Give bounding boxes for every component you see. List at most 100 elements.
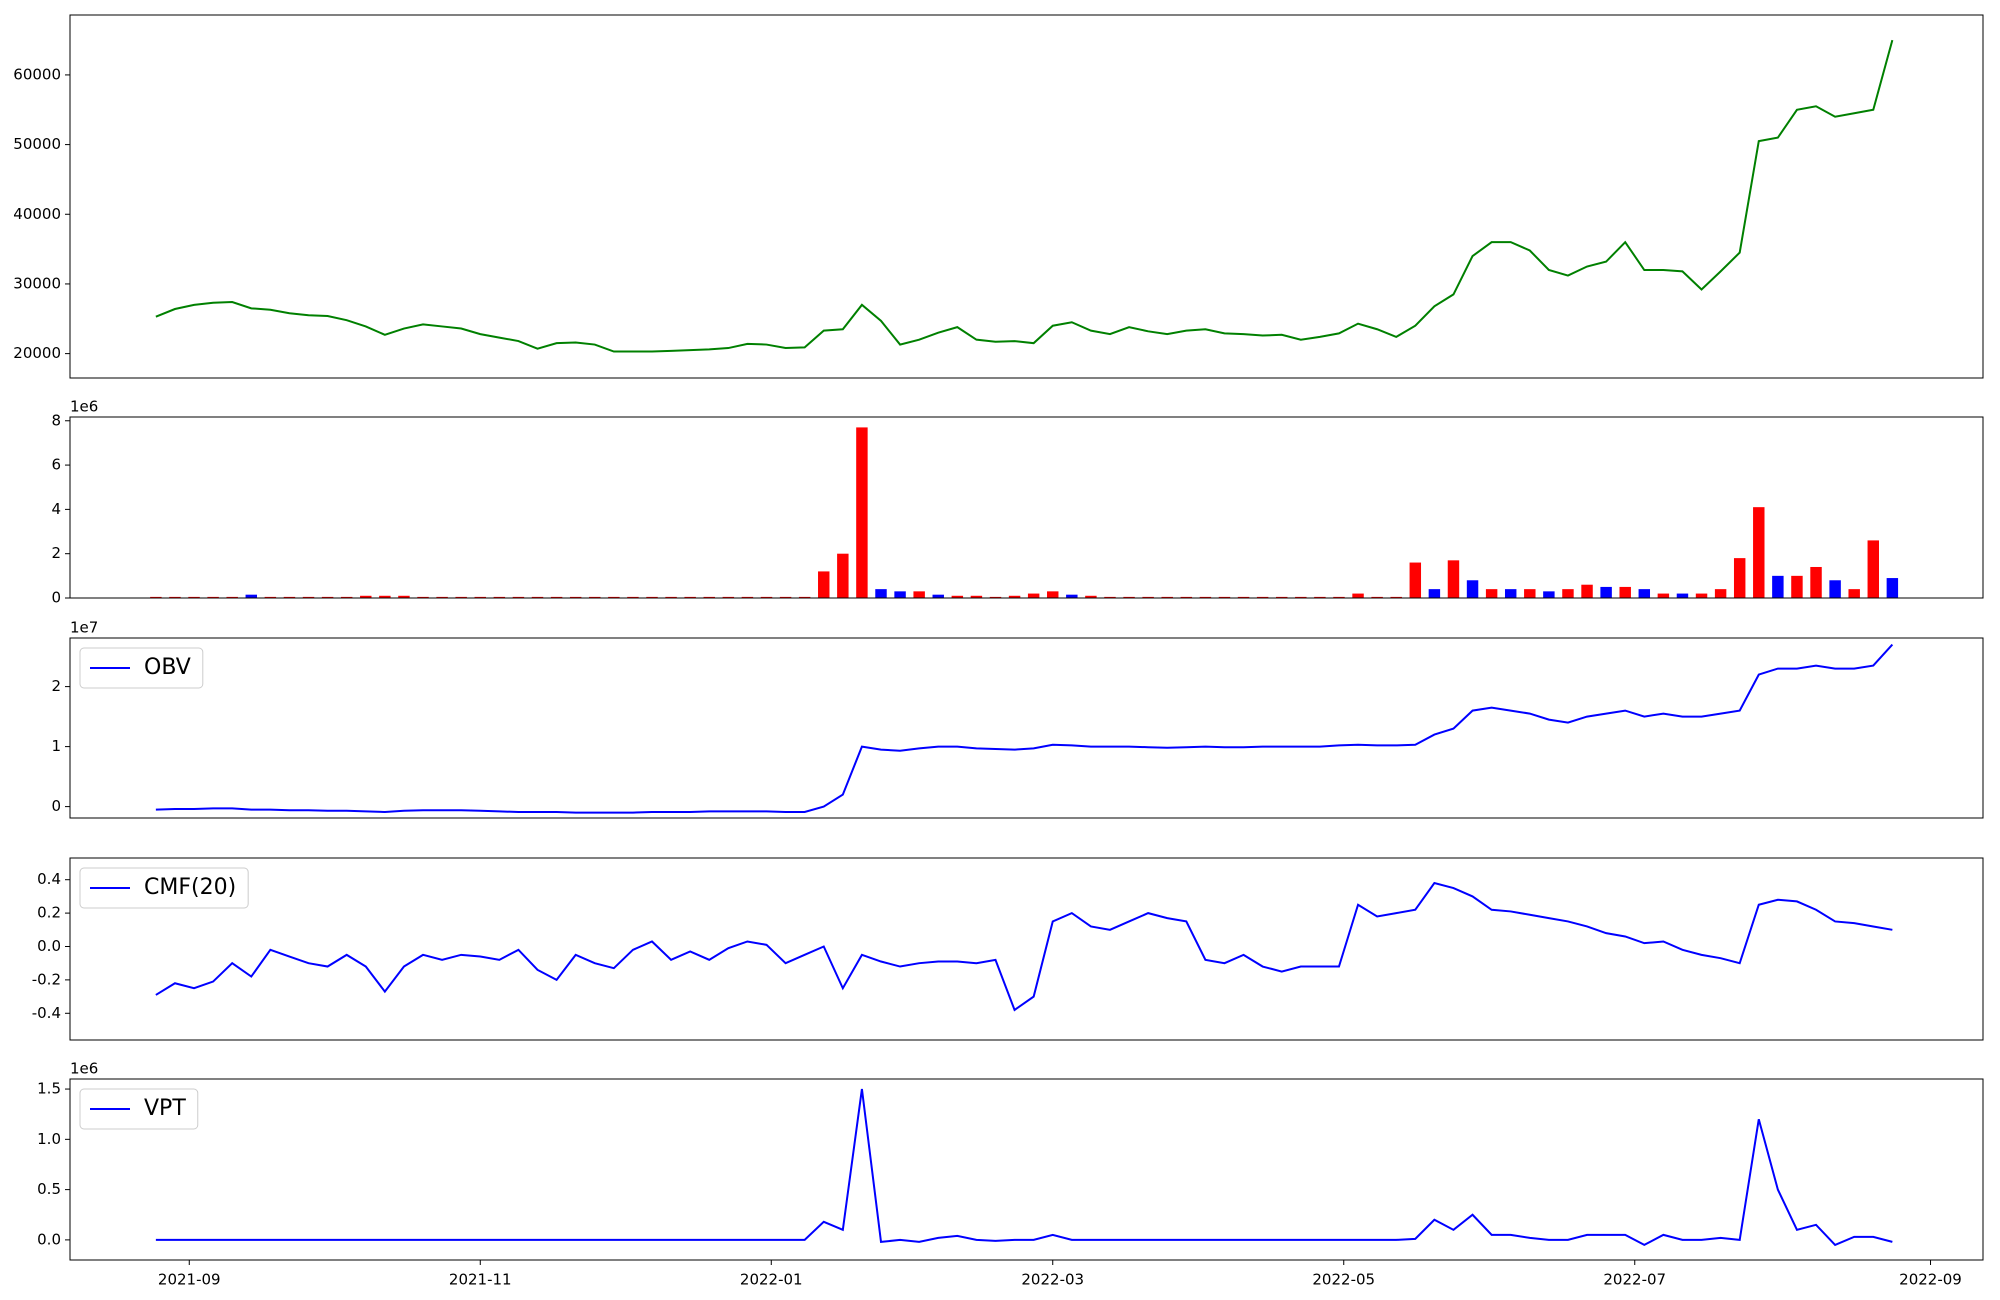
volume-bar (302, 596, 315, 598)
y-tick-label: 2 (51, 677, 61, 695)
axes-frame (69, 416, 1984, 599)
volume-bar (1409, 562, 1422, 598)
volume-bar (1772, 575, 1784, 598)
volume-bar (894, 591, 906, 598)
volume-bar (1027, 593, 1040, 598)
y-tick-label: 30000 (13, 274, 61, 292)
volume-bar (1314, 596, 1326, 598)
volume-bar (169, 596, 181, 598)
volume-bar (493, 596, 506, 598)
y-tick-label: 60000 (13, 65, 61, 83)
y-tick-label: 2 (51, 544, 61, 562)
y-tick-label: 0.2 (37, 904, 61, 922)
volume-bar (913, 591, 925, 598)
x-tick-label: 2021-09 (158, 1271, 221, 1289)
volume-bar (1524, 589, 1536, 598)
y-tick-label: -0.2 (32, 970, 61, 988)
volume-bar (1123, 596, 1135, 598)
y-tick-label: 0.4 (37, 870, 61, 888)
volume-bar (1504, 589, 1517, 598)
volume-bar (1218, 596, 1231, 598)
volume-bar (436, 596, 448, 598)
volume-bar (1714, 589, 1727, 598)
volume-bar (1810, 566, 1822, 598)
volume-bar (760, 596, 773, 598)
series-line (155, 881, 1893, 1012)
volume-bar (1848, 589, 1860, 598)
y-tick-label: 6 (51, 456, 61, 474)
volume-bar (798, 596, 811, 598)
volume-bar (264, 596, 277, 598)
volume-bar (646, 596, 658, 598)
volume-bar (932, 594, 944, 598)
volume-bar (1047, 591, 1059, 598)
volume-bar (1657, 593, 1670, 598)
volume-bar (455, 596, 467, 598)
volume-bar (1791, 575, 1803, 598)
legend-label: OBV (144, 655, 191, 680)
volume-bar (1142, 596, 1154, 598)
volume-bar (1256, 596, 1269, 598)
y-tick-label: -0.4 (32, 1004, 61, 1022)
volume-bar (1733, 558, 1746, 598)
volume-bar (1295, 596, 1307, 598)
y-tick-label: 1 (51, 737, 61, 755)
legend-box (79, 1088, 199, 1130)
volume-bar (188, 596, 200, 598)
volume-bar (474, 596, 486, 598)
y-tick-label: 4 (51, 500, 61, 518)
volume-bar (703, 596, 715, 598)
volume-bar (1008, 595, 1021, 598)
x-tick-label: 2021-11 (449, 1271, 512, 1289)
volume-bar (1562, 589, 1574, 598)
volume-bar (1237, 596, 1250, 598)
volume-bar (1466, 580, 1479, 598)
axes-frame (69, 1078, 1984, 1261)
volume-bar (1352, 593, 1364, 598)
axes-frame (69, 14, 1984, 379)
x-tick-label: 2022-09 (1899, 1271, 1962, 1289)
volume-bar (1371, 596, 1383, 598)
volume-bar (245, 594, 258, 598)
volume-bar (1867, 540, 1880, 598)
volume-bar (1180, 596, 1193, 598)
volume-bar (226, 596, 238, 598)
volume-bar (150, 596, 162, 598)
y-tick-label: 20000 (13, 344, 61, 362)
volume-bar (340, 596, 353, 598)
axes-frame (69, 857, 1984, 1041)
volume-bar (1581, 584, 1593, 598)
x-tick-label: 2022-07 (1603, 1271, 1666, 1289)
volume-bar (741, 596, 754, 598)
volume-bar (1485, 589, 1498, 598)
x-tick-label: 2022-05 (1312, 1271, 1375, 1289)
y-tick-label: 50000 (13, 135, 61, 153)
volume-bar (1066, 594, 1078, 598)
volume-bar (779, 596, 792, 598)
volume-bar (569, 596, 582, 598)
volume-bar (627, 596, 639, 598)
y-tick-label: 0 (51, 589, 61, 607)
x-tick-label: 2022-03 (1021, 1271, 1084, 1289)
volume-bar (207, 596, 219, 598)
y-tick-label: 0.0 (37, 1230, 61, 1248)
volume-bar (531, 596, 544, 598)
volume-bar (951, 595, 964, 598)
volume-bar (1276, 596, 1288, 598)
volume-bar (360, 595, 372, 598)
volume-bar (818, 571, 830, 598)
volume-bar (1333, 596, 1345, 598)
volume-bar (970, 595, 983, 598)
legend-box (79, 647, 204, 689)
volume-bar (1428, 589, 1441, 598)
series-line (155, 39, 1894, 353)
volume-bar (856, 427, 868, 598)
x-tick-label: 2022-01 (740, 1271, 803, 1289)
legend-label: VPT (144, 1096, 186, 1121)
axis-offset-label: 1e6 (70, 1060, 98, 1078)
volume-bar (1199, 596, 1212, 598)
volume-bar (875, 589, 887, 598)
volume-bar (1390, 596, 1402, 598)
volume-bar (1104, 596, 1116, 598)
volume-bar (1600, 586, 1612, 598)
